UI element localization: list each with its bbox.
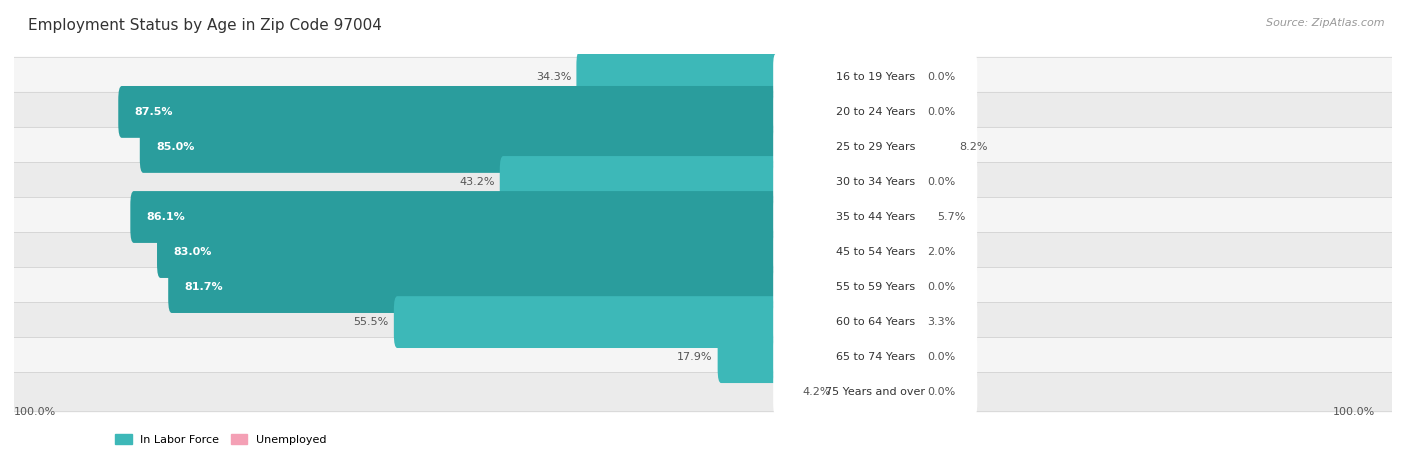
Text: 5.7%: 5.7%	[938, 212, 966, 222]
FancyBboxPatch shape	[13, 57, 1393, 97]
Legend: In Labor Force, Unemployed: In Labor Force, Unemployed	[111, 429, 330, 449]
FancyBboxPatch shape	[773, 368, 977, 416]
Text: 25 to 29 Years: 25 to 29 Years	[835, 142, 915, 152]
FancyBboxPatch shape	[118, 86, 879, 138]
FancyBboxPatch shape	[872, 156, 918, 208]
Text: 85.0%: 85.0%	[156, 142, 194, 152]
FancyBboxPatch shape	[13, 303, 1393, 342]
FancyBboxPatch shape	[139, 121, 879, 173]
FancyBboxPatch shape	[872, 86, 918, 138]
Text: 20 to 24 Years: 20 to 24 Years	[835, 107, 915, 117]
Text: 87.5%: 87.5%	[135, 107, 173, 117]
Text: 43.2%: 43.2%	[460, 177, 495, 187]
FancyBboxPatch shape	[872, 191, 928, 243]
Text: 0.0%: 0.0%	[927, 352, 955, 362]
FancyBboxPatch shape	[499, 156, 879, 208]
Text: 16 to 19 Years: 16 to 19 Years	[835, 72, 915, 82]
FancyBboxPatch shape	[131, 191, 879, 243]
FancyBboxPatch shape	[13, 373, 1393, 412]
Text: 75 Years and over: 75 Years and over	[825, 387, 925, 397]
Text: 55 to 59 Years: 55 to 59 Years	[835, 282, 915, 292]
Text: 0.0%: 0.0%	[927, 72, 955, 82]
FancyBboxPatch shape	[872, 331, 918, 383]
Text: 86.1%: 86.1%	[146, 212, 186, 222]
Text: 0.0%: 0.0%	[927, 387, 955, 397]
FancyBboxPatch shape	[13, 162, 1393, 202]
Text: 65 to 74 Years: 65 to 74 Years	[835, 352, 915, 362]
FancyBboxPatch shape	[872, 296, 907, 348]
FancyBboxPatch shape	[13, 267, 1393, 307]
Text: 45 to 54 Years: 45 to 54 Years	[835, 247, 915, 257]
Text: 100.0%: 100.0%	[14, 407, 56, 418]
FancyBboxPatch shape	[13, 232, 1393, 272]
FancyBboxPatch shape	[394, 296, 879, 348]
FancyBboxPatch shape	[157, 226, 879, 278]
Text: 8.2%: 8.2%	[959, 142, 987, 152]
Text: 34.3%: 34.3%	[536, 72, 571, 82]
FancyBboxPatch shape	[872, 261, 918, 313]
FancyBboxPatch shape	[773, 53, 977, 101]
FancyBboxPatch shape	[169, 261, 879, 313]
Text: Employment Status by Age in Zip Code 97004: Employment Status by Age in Zip Code 970…	[28, 18, 382, 33]
FancyBboxPatch shape	[13, 198, 1393, 237]
FancyBboxPatch shape	[13, 92, 1393, 132]
Text: Source: ZipAtlas.com: Source: ZipAtlas.com	[1267, 18, 1385, 28]
Text: 0.0%: 0.0%	[927, 107, 955, 117]
FancyBboxPatch shape	[717, 331, 879, 383]
FancyBboxPatch shape	[872, 121, 949, 173]
Text: 83.0%: 83.0%	[173, 247, 212, 257]
Text: 4.2%: 4.2%	[801, 387, 831, 397]
Text: 100.0%: 100.0%	[1333, 407, 1375, 418]
Text: 35 to 44 Years: 35 to 44 Years	[835, 212, 915, 222]
FancyBboxPatch shape	[773, 334, 977, 381]
FancyBboxPatch shape	[773, 299, 977, 345]
FancyBboxPatch shape	[872, 51, 918, 103]
FancyBboxPatch shape	[872, 366, 918, 418]
Text: 81.7%: 81.7%	[184, 282, 224, 292]
Text: 17.9%: 17.9%	[676, 352, 713, 362]
FancyBboxPatch shape	[773, 193, 977, 240]
FancyBboxPatch shape	[773, 88, 977, 135]
FancyBboxPatch shape	[773, 229, 977, 276]
Text: 0.0%: 0.0%	[927, 282, 955, 292]
FancyBboxPatch shape	[13, 337, 1393, 377]
FancyBboxPatch shape	[872, 226, 896, 278]
Text: 30 to 34 Years: 30 to 34 Years	[835, 177, 915, 187]
FancyBboxPatch shape	[773, 158, 977, 206]
FancyBboxPatch shape	[773, 263, 977, 311]
FancyBboxPatch shape	[13, 127, 1393, 166]
FancyBboxPatch shape	[773, 124, 977, 170]
FancyBboxPatch shape	[576, 51, 879, 103]
FancyBboxPatch shape	[835, 366, 879, 418]
Text: 0.0%: 0.0%	[927, 177, 955, 187]
Text: 3.3%: 3.3%	[927, 317, 955, 327]
Text: 2.0%: 2.0%	[927, 247, 955, 257]
Text: 60 to 64 Years: 60 to 64 Years	[835, 317, 915, 327]
Text: 55.5%: 55.5%	[353, 317, 388, 327]
